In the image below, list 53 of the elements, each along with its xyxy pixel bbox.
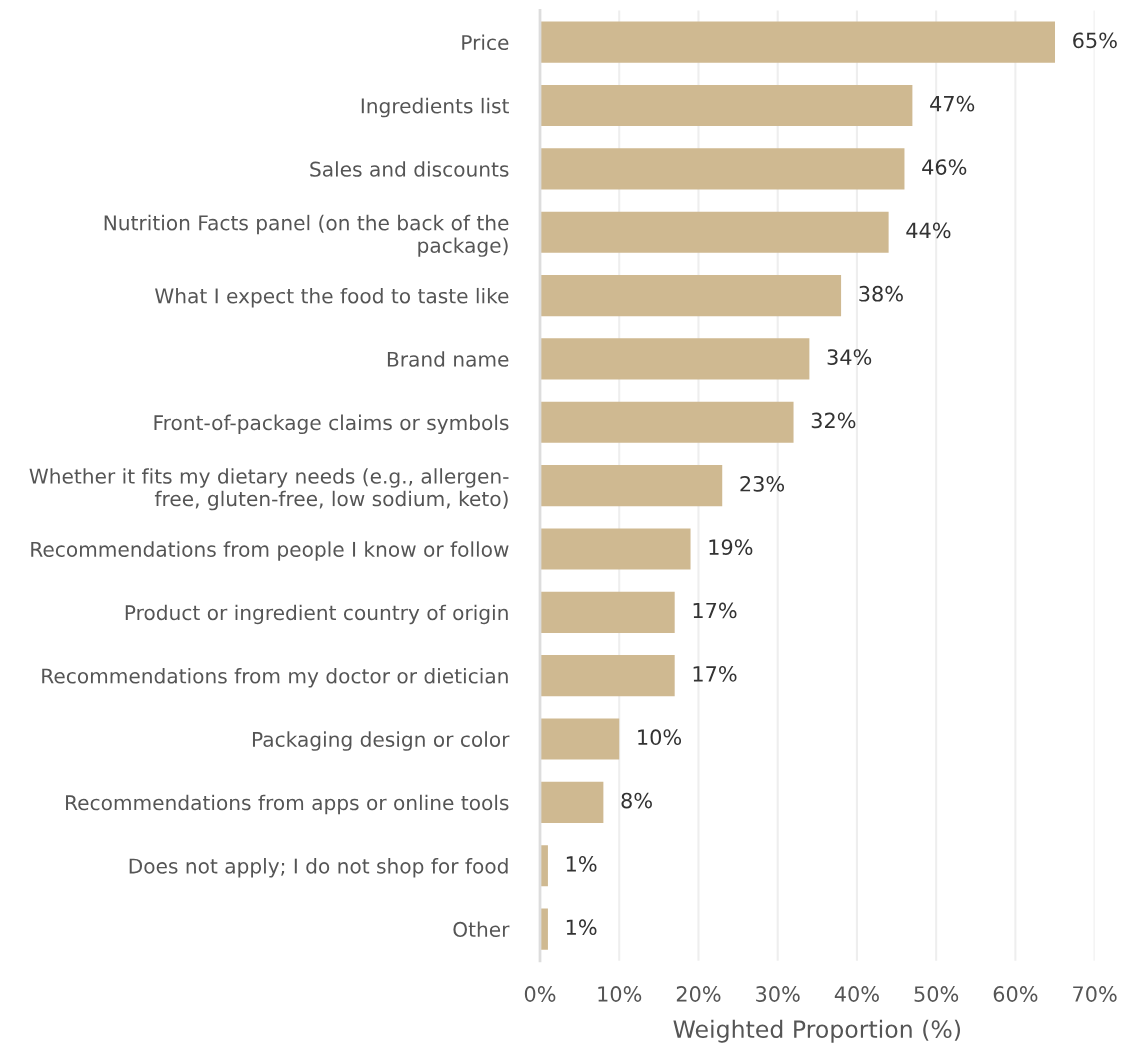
x-tick-label: 70%: [1073, 986, 1117, 1002]
y-tick-label: Brand name: [387, 351, 509, 367]
y-tick-label: Product or ingredient country of origin: [125, 604, 508, 625]
x-tick-label: 0%: [524, 986, 556, 1002]
x-tick-label: 50%: [914, 986, 959, 1002]
data-label: 19%: [709, 539, 753, 556]
data-label: 46%: [922, 159, 967, 175]
bar: [540, 718, 620, 760]
bar: [540, 465, 723, 507]
bar: [540, 528, 691, 570]
bar: [540, 211, 889, 253]
y-tick-label: Front-of-package claims or symbols: [154, 414, 509, 435]
y-tick-label: Packaging design or color: [252, 731, 510, 751]
data-label: 1%: [566, 856, 597, 872]
bar: [540, 148, 905, 190]
data-label: 1%: [566, 919, 597, 936]
y-tick-label: Other: [453, 921, 510, 938]
data-label: 44%: [906, 222, 951, 239]
bar: [540, 591, 675, 633]
data-label: 17%: [693, 665, 737, 682]
data-label: 47%: [930, 95, 975, 112]
data-label: 38%: [859, 285, 903, 302]
bar: [540, 401, 794, 443]
x-tick-label: 10%: [598, 986, 642, 1002]
y-tick-label: Does not apply; I do not shop for food: [129, 858, 508, 878]
y-tick-label: Recommendations from my doctor or dietician: [42, 668, 508, 688]
x-tick-label: 20%: [676, 986, 721, 1002]
x-tick-label: 40%: [834, 986, 879, 1002]
data-label: 65%: [1073, 32, 1117, 49]
data-label: 32%: [811, 412, 856, 429]
bar: [540, 655, 675, 697]
data-label: 23%: [740, 475, 785, 492]
data-label: 17%: [693, 602, 737, 619]
y-tick-label: Whether it fits my dietary needs (e.g., allergen- free, gluten-free, low sodium, keto): [29, 468, 509, 511]
y-tick-label: What I expect the food to taste like: [155, 287, 509, 308]
bar: [540, 21, 1056, 63]
bar: [540, 84, 913, 127]
data-label: 8%: [621, 792, 652, 809]
x-tick-label: 30%: [756, 986, 800, 1002]
bar: [540, 781, 604, 823]
bar: [540, 274, 842, 317]
data-label: 34%: [827, 349, 872, 365]
y-tick-label: Nutrition Facts panel (on the back of the package): [104, 214, 509, 257]
bar: [540, 338, 810, 380]
y-tick-label: Ingredients list: [361, 97, 509, 118]
bar: [540, 908, 548, 950]
x-axis-title: Weighted Proportion (%): [673, 1019, 961, 1043]
data-label: 10%: [638, 729, 682, 746]
y-tick-label: Sales and discounts: [310, 161, 509, 177]
x-tick-label: 60%: [993, 986, 1038, 1002]
y-tick-label: Price: [462, 34, 509, 51]
y-tick-label: Recommendations from people I know or follow: [31, 541, 509, 561]
y-tick-label: Recommendations from apps or online tools: [66, 794, 509, 815]
